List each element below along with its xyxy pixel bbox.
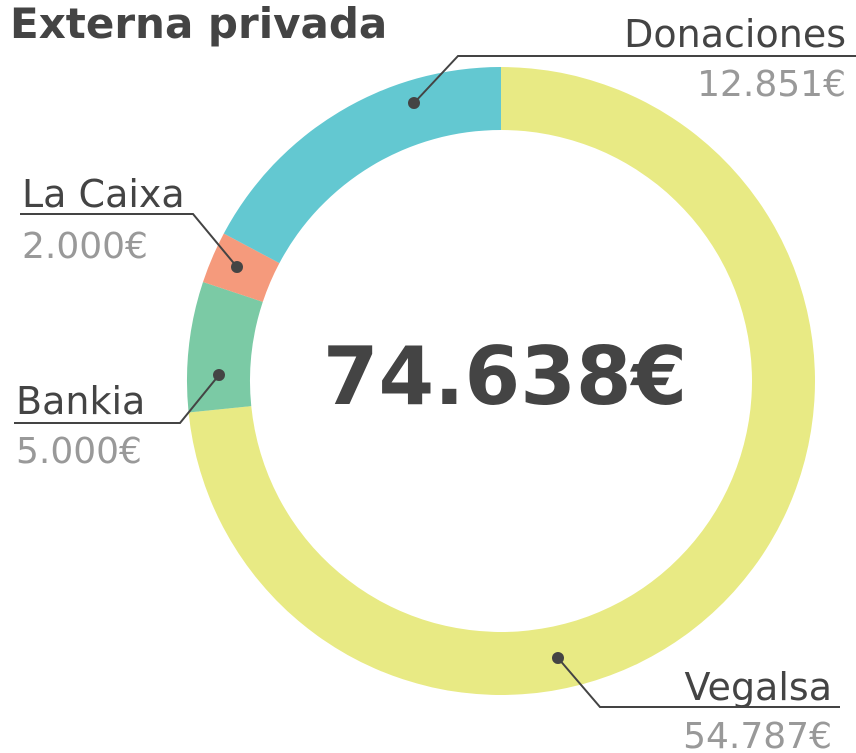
leader-dot [552, 652, 564, 664]
chart-title: Externa privada [10, 0, 387, 48]
segment-value: 5.000€ [16, 431, 142, 472]
leader-line [557, 657, 840, 708]
segment-name: Vegalsa [685, 665, 832, 709]
segment-value: 54.787€ [683, 716, 832, 753]
segment-name: Bankia [16, 379, 145, 423]
segment-value: 12.851€ [697, 64, 846, 105]
leader-dot [213, 369, 225, 381]
leader-dot [231, 261, 243, 273]
segment-name: La Caixa [22, 172, 185, 216]
donut-segment [223, 67, 501, 264]
segment-name: Donaciones [624, 12, 846, 56]
center-total: 74.638€ [323, 330, 687, 423]
leader-line [20, 213, 238, 268]
segment-value: 2.000€ [22, 226, 148, 267]
leader-dot [408, 97, 420, 109]
leader-line [14, 374, 220, 424]
leader-line [413, 55, 856, 104]
donut-segment [187, 282, 263, 413]
